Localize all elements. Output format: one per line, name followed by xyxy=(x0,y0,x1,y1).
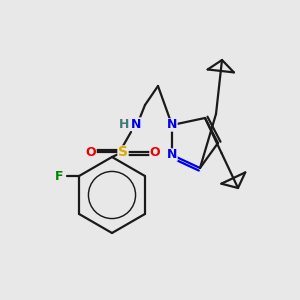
Text: H: H xyxy=(119,118,129,130)
FancyBboxPatch shape xyxy=(118,146,128,158)
Text: N: N xyxy=(131,118,141,130)
FancyBboxPatch shape xyxy=(150,146,160,158)
FancyBboxPatch shape xyxy=(167,119,177,131)
Text: N: N xyxy=(167,118,177,131)
FancyBboxPatch shape xyxy=(131,118,141,130)
FancyBboxPatch shape xyxy=(86,146,96,158)
Text: F: F xyxy=(55,169,63,182)
Text: S: S xyxy=(118,145,128,159)
Text: O: O xyxy=(150,146,160,158)
FancyBboxPatch shape xyxy=(119,118,129,130)
FancyBboxPatch shape xyxy=(167,149,177,161)
Text: N: N xyxy=(167,148,177,161)
FancyBboxPatch shape xyxy=(54,170,64,182)
Text: O: O xyxy=(86,146,96,158)
